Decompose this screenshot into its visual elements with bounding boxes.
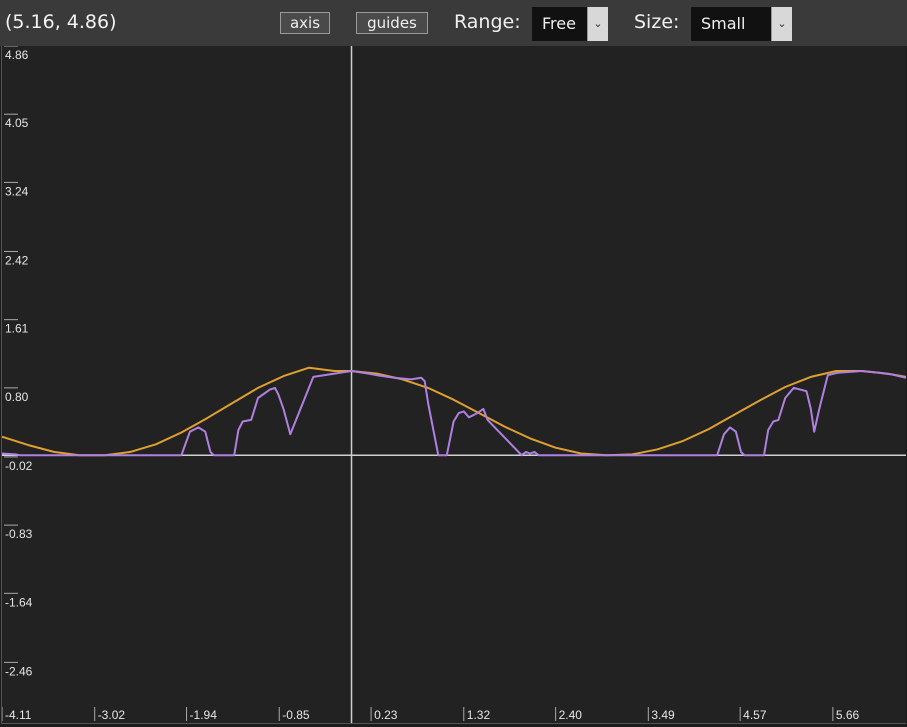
x-tick-label: 3.49 (651, 708, 675, 722)
x-tick-label: -3.02 (98, 708, 126, 722)
toolbar: (5.16, 4.86) axis guides Range: Free ⌄ S… (0, 0, 907, 46)
axis-button[interactable]: axis (280, 12, 330, 34)
size-select[interactable]: Small ⌄ (691, 7, 792, 41)
x-axis-ticks: -4.11 -3.02 -1.94 -0.85 0.23 1.32 2.40 3.49 4.57… (1, 707, 860, 722)
y-tick-label: 4.05 (5, 116, 29, 130)
size-select-value: Small (701, 14, 746, 33)
x-tick-label: 2.40 (559, 708, 583, 722)
coordinate-readout: (5.16, 4.86) (5, 11, 117, 33)
y-axis-ticks: 4.86 4.05 3.24 2.42 1.61 0.80 -0.02 -0.83 -1.64 -… (4, 45, 33, 678)
x-tick-label: 5.66 (836, 708, 860, 722)
chevron-down-icon: ⌄ (587, 7, 608, 41)
y-tick-label: -2.46 (5, 664, 33, 678)
x-tick-label: -0.85 (282, 708, 310, 722)
series-group (1, 366, 907, 457)
size-label: Size: (634, 11, 680, 33)
x-tick-label: -1.94 (190, 708, 218, 722)
y-tick-label: 4.86 (5, 48, 29, 62)
range-select[interactable]: Free ⌄ (532, 7, 608, 41)
y-tick-label: -0.02 (5, 459, 33, 473)
y-tick-label: -1.64 (5, 595, 33, 609)
y-tick-label: 3.24 (5, 184, 29, 198)
x-tick-label: 4.57 (743, 708, 767, 722)
chart-svg: 4.86 4.05 3.24 2.42 1.61 0.80 -0.02 -0.83 -1.64 -… (1, 45, 907, 723)
guides-button[interactable]: guides (356, 12, 428, 34)
plot-area[interactable]: 4.86 4.05 3.24 2.42 1.61 0.80 -0.02 -0.83 -1.64 -… (1, 45, 907, 724)
range-select-value: Free (542, 14, 576, 33)
range-label: Range: (454, 11, 521, 33)
y-tick-label: 1.61 (5, 322, 29, 336)
y-tick-label: 0.80 (5, 390, 29, 404)
x-tick-label: 1.32 (467, 708, 491, 722)
x-tick-label: 0.23 (374, 708, 398, 722)
x-tick-label: -4.11 (5, 708, 32, 722)
series-smooth-line (1, 366, 907, 457)
axes (2, 46, 906, 723)
chevron-down-icon: ⌄ (771, 7, 792, 41)
y-tick-label: 2.42 (5, 253, 29, 267)
series-detail-line (1, 370, 907, 457)
y-tick-label: -0.83 (5, 527, 33, 541)
